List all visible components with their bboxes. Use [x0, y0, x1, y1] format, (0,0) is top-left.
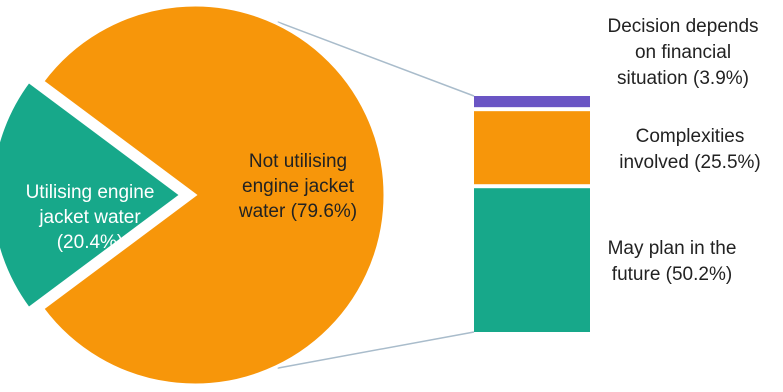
- bar-label-decision-depends: Decision depends on financial situation (3…: [607, 16, 758, 89]
- bar-segment-may-plan: [474, 188, 590, 332]
- bar-segment-decision-depends: [474, 96, 590, 108]
- bar-label-complexities: Complexities involved (25.5%): [619, 126, 761, 173]
- pie-slice-not-utilising: [40, 3, 387, 387]
- bar-label-may-plan: May plan in the future (50.2%): [608, 238, 737, 285]
- pie-label-not-utilising: Not utilising engine jacket water (79.6%): [238, 151, 357, 222]
- bar-segment-complexities: [474, 111, 590, 185]
- connector-line-top: [277, 21, 475, 97]
- pie-label-utilising: Utilising engine jacket water (20.4%): [26, 182, 155, 253]
- pie-slice-utilising: [0, 79, 184, 311]
- connector-line-bottom: [277, 331, 475, 369]
